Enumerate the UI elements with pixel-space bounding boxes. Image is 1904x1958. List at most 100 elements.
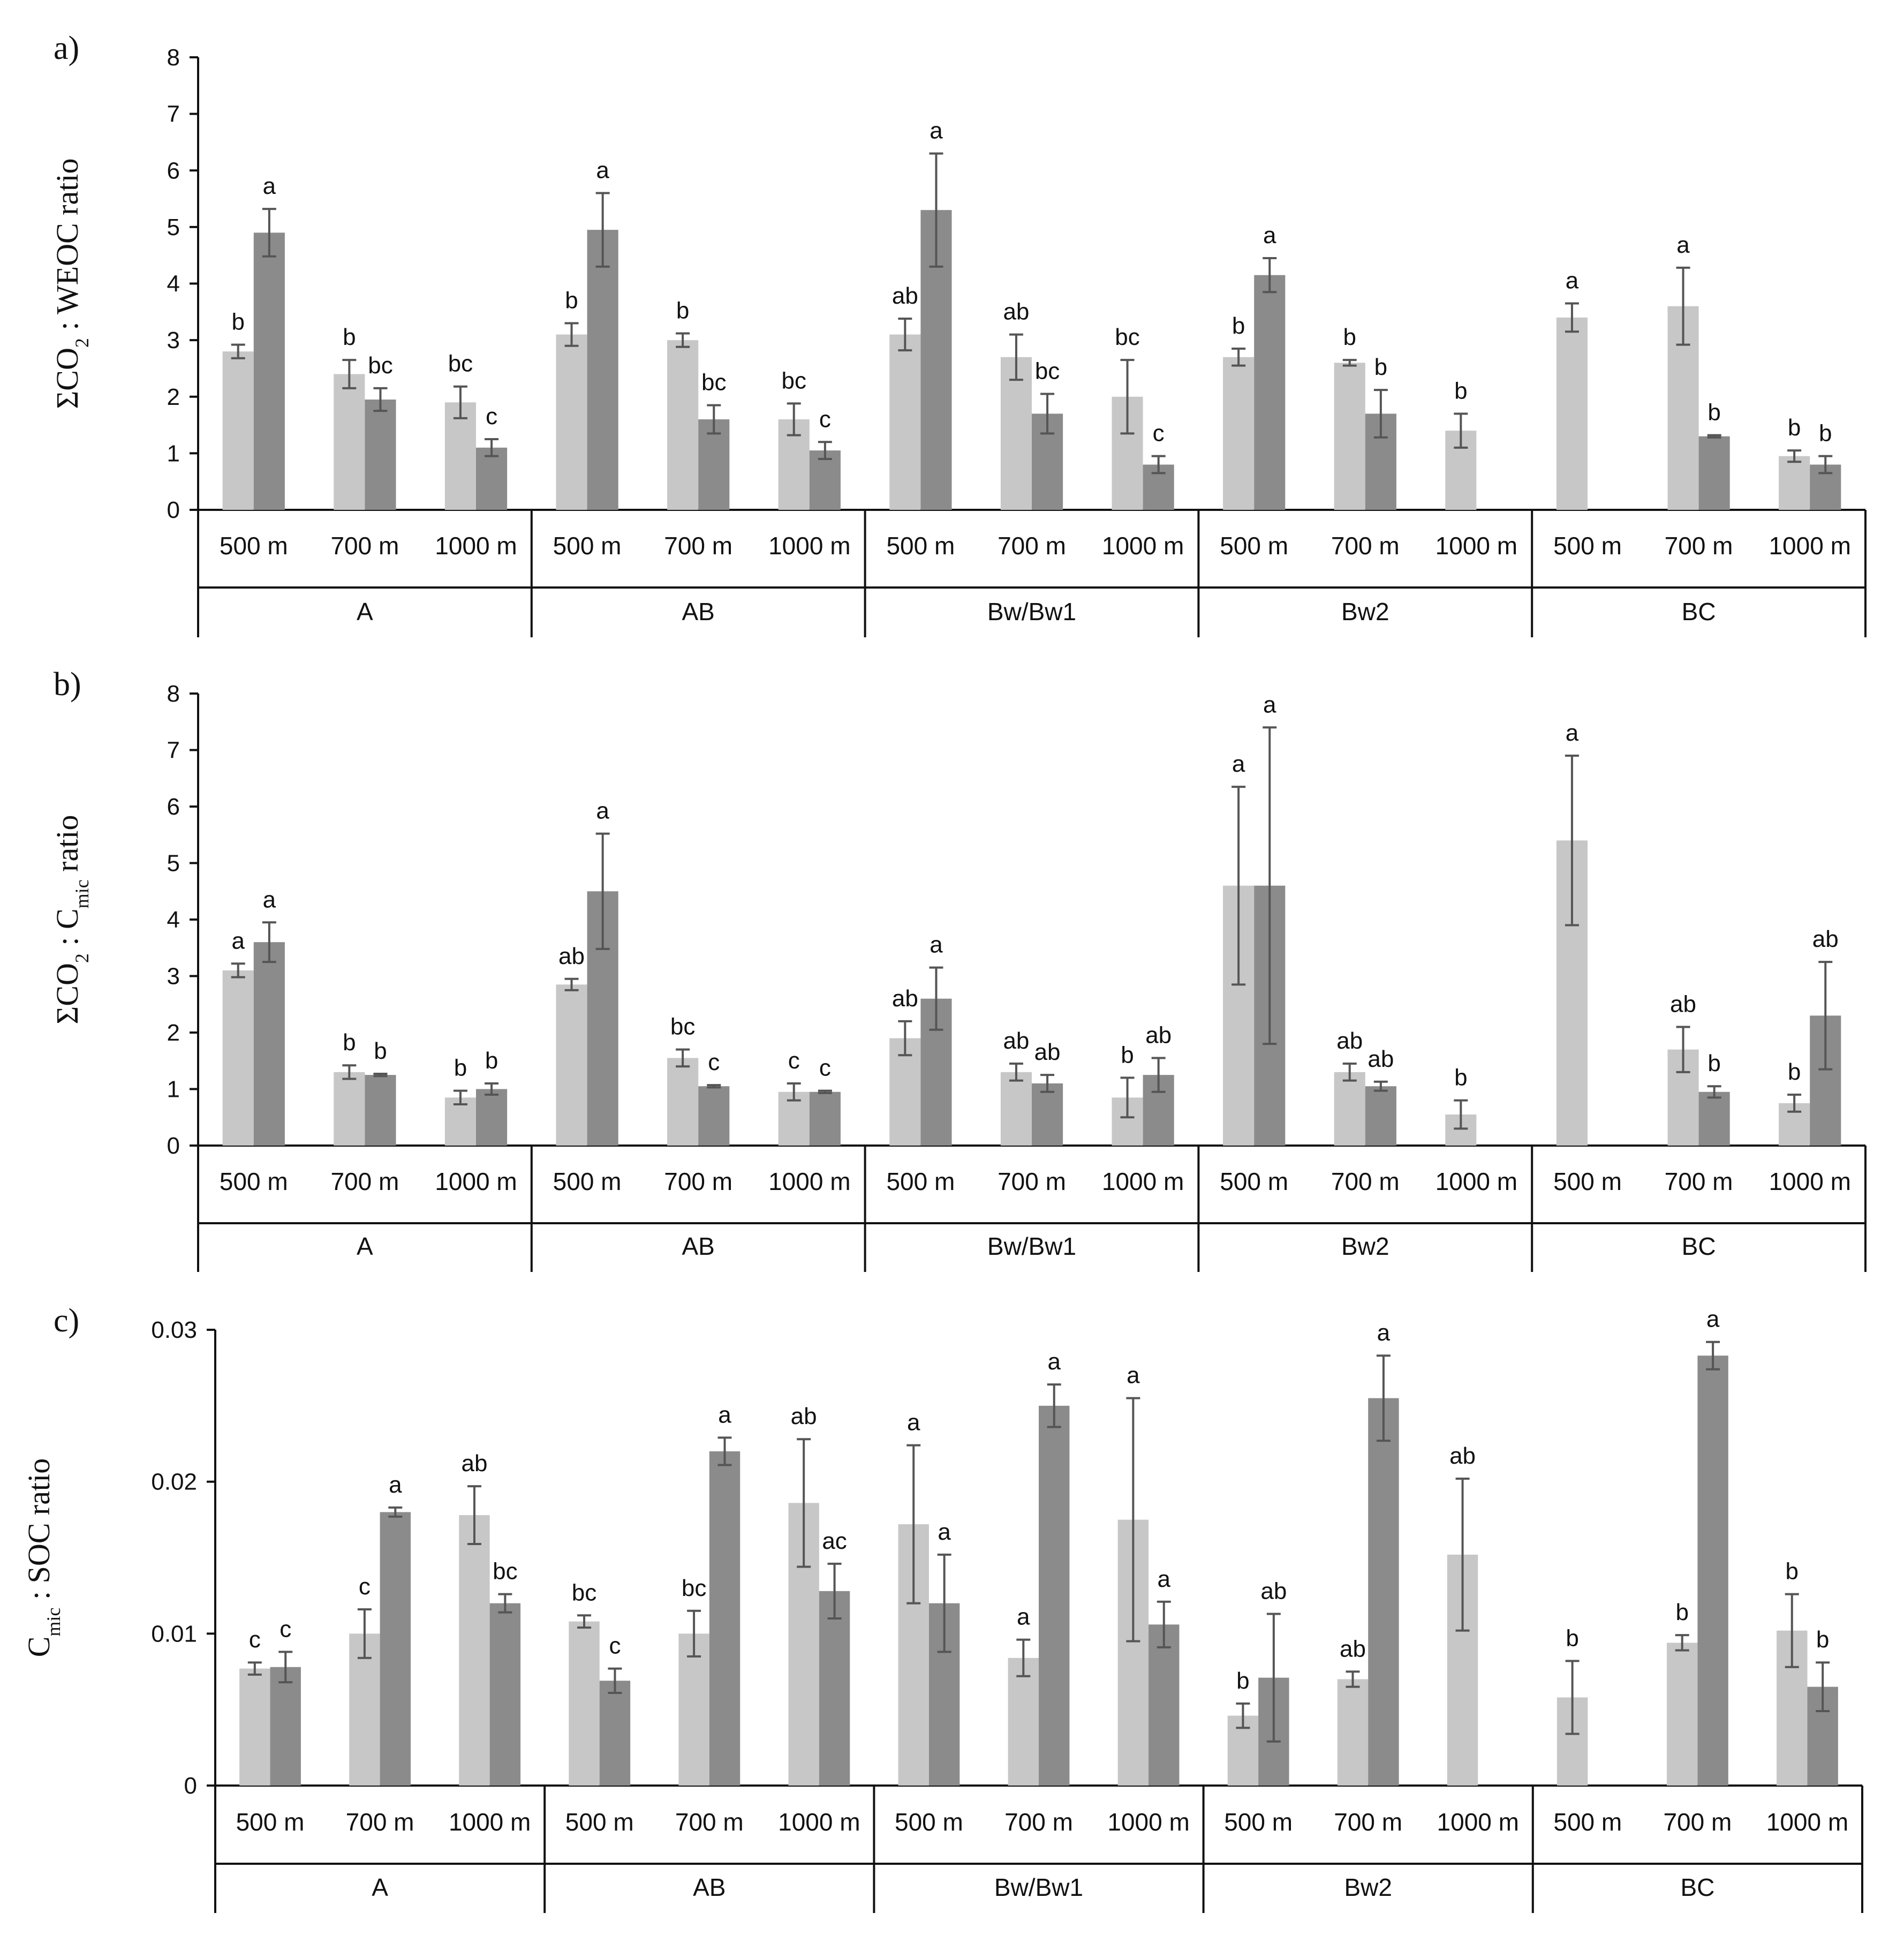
significance-letter: b (1786, 1558, 1799, 1585)
site-label: 700 m (1331, 532, 1400, 560)
bar-dark (1368, 1398, 1399, 1786)
site-label: 500 m (1220, 1168, 1288, 1195)
significance-letter: a (1263, 222, 1276, 248)
site-label: 700 m (1665, 532, 1733, 560)
bar-light (1334, 363, 1365, 510)
y-tick-label: 1 (167, 1076, 180, 1103)
significance-letter: b (1374, 354, 1387, 380)
site-label: 500 m (886, 532, 955, 560)
bar-dark (476, 447, 508, 510)
site-label: 500 m (1553, 1168, 1622, 1195)
significance-letter: a (718, 1402, 731, 1428)
significance-letter: c (819, 1055, 831, 1081)
site-label: 500 m (220, 1168, 288, 1195)
site-label: 1000 m (1102, 532, 1184, 560)
y-tick-label: 5 (167, 214, 180, 240)
significance-letter: b (1816, 1626, 1829, 1653)
site-label: 500 m (1224, 1808, 1293, 1836)
bar-dark (1365, 1086, 1396, 1146)
panel-b-chart: b) ΣCO2 : Cmic ratio 0 1 2 3 4 5 6 7 8 A 500 m 700 m 1… (50, 666, 1867, 1272)
y-tick-label: 0.01 (151, 1621, 197, 1647)
significance-letter: c (708, 1049, 720, 1075)
y-tick-label: 2 (167, 1020, 180, 1046)
site-label: 500 m (236, 1808, 305, 1836)
bar-light (239, 1668, 270, 1786)
significance-letter: b (485, 1048, 498, 1074)
significance-letter: b (1788, 1059, 1801, 1085)
significance-letter: ab (1340, 1636, 1366, 1662)
bar-light (1000, 1072, 1032, 1146)
horizon-label: AB (682, 598, 715, 626)
significance-letter: b (1343, 324, 1356, 350)
y-axis-label: ΣCO2 : WEOC ratio (50, 159, 93, 409)
y-tick-label: 2 (167, 384, 180, 410)
bar-dark (1149, 1624, 1180, 1786)
site-label: 700 m (998, 1168, 1066, 1195)
y-tick-label: 8 (167, 44, 180, 71)
significance-letter: c (279, 1616, 291, 1642)
bar-light (459, 1515, 490, 1786)
y-tick-label: 3 (167, 327, 180, 353)
significance-letter: a (389, 1472, 402, 1498)
y-tick-label: 7 (167, 737, 180, 764)
bar-light (1223, 357, 1255, 510)
significance-letter: c (1153, 420, 1165, 447)
bar-dark (253, 232, 285, 510)
bar-dark (1697, 1355, 1728, 1786)
site-label: 1000 m (768, 1168, 850, 1195)
significance-letter: bc (682, 1575, 706, 1601)
significance-letter: b (374, 1038, 387, 1064)
significance-letter: b (565, 287, 578, 313)
panel-a-chart: a) ΣCO2 : WEOC ratio 0 1 2 3 4 5 6 7 8 A 500 m 700 m 1… (50, 30, 1867, 637)
site-label: 1000 m (1435, 532, 1517, 560)
site-label: 1000 m (449, 1808, 531, 1836)
site-label: 1000 m (1766, 1808, 1848, 1836)
site-label: 1000 m (1107, 1808, 1189, 1836)
bar-light (1666, 1643, 1698, 1786)
bar-dark (1254, 275, 1286, 510)
significance-letter: a (1706, 1306, 1720, 1332)
bar-dark (1698, 1091, 1730, 1146)
bar-dark (1039, 1405, 1070, 1786)
horizon-label: AB (693, 1873, 726, 1901)
significance-letter: c (249, 1626, 261, 1653)
site-label: 700 m (998, 532, 1066, 560)
significance-letter: b (231, 309, 244, 335)
site-label: 700 m (1331, 1168, 1400, 1195)
panel-label: b) (54, 666, 81, 703)
significance-letter: a (1676, 232, 1690, 258)
significance-letter: b (1788, 415, 1801, 441)
site-label: 500 m (220, 532, 288, 560)
significance-letter: bc (448, 351, 473, 377)
y-tick-label: 3 (167, 963, 180, 990)
y-tick-label: 6 (167, 157, 180, 184)
significance-letter: a (1158, 1566, 1171, 1592)
significance-letter: a (263, 886, 276, 913)
significance-letter: a (930, 932, 943, 958)
site-label: 1000 m (435, 532, 517, 560)
significance-letter: ab (1145, 1022, 1172, 1048)
bar-light (556, 334, 587, 510)
significance-letter: a (1377, 1320, 1391, 1346)
y-tick-label: 0 (167, 497, 180, 523)
significance-letter: a (938, 1519, 951, 1545)
y-axis-label: Cmic : SOC ratio (21, 1458, 64, 1657)
bar-light (1779, 456, 1810, 510)
significance-letter: bc (1115, 324, 1139, 350)
y-axis-label: ΣCO2 : Cmic ratio (50, 815, 93, 1025)
panel-label: a) (54, 30, 79, 66)
significance-letter: bc (572, 1579, 596, 1606)
significance-letter: bc (368, 352, 392, 379)
significance-letter: bc (493, 1558, 517, 1585)
bar-light (444, 402, 476, 510)
significance-letter: b (1707, 400, 1720, 426)
significance-letter: a (596, 157, 609, 184)
site-label: 500 m (1220, 532, 1288, 560)
horizon-label: A (357, 1232, 373, 1260)
significance-letter: ab (461, 1450, 487, 1477)
bar-light (1000, 357, 1032, 510)
site-label: 500 m (886, 1168, 955, 1195)
site-label: 700 m (1004, 1808, 1073, 1836)
site-label: 1000 m (1769, 532, 1850, 560)
site-label: 700 m (675, 1808, 744, 1836)
